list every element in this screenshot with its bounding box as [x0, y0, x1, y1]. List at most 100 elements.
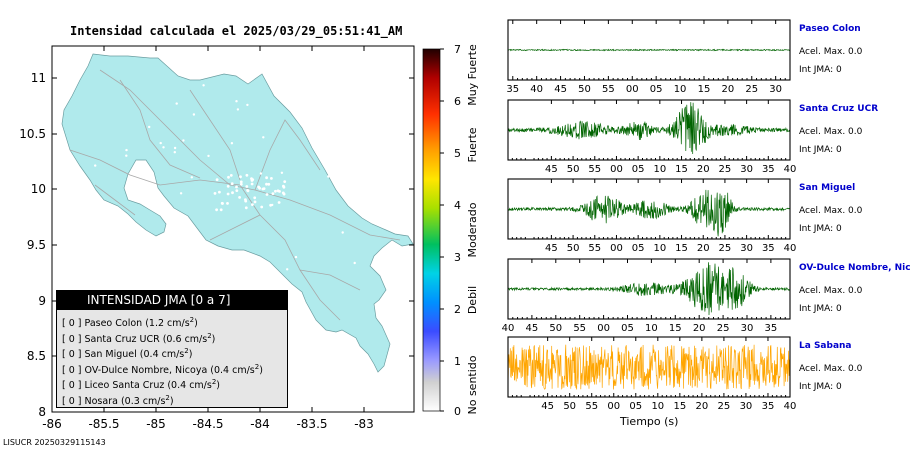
- seismogram-tick-label: 10: [651, 401, 664, 412]
- map-y-tick-label: 9.5: [27, 238, 46, 252]
- town-dot: [246, 103, 249, 107]
- map-x-axis: -86 -85.5 -85 -84.5 -84 -83.5 -83: [42, 46, 374, 430]
- town-dot: [215, 208, 219, 212]
- seismogram-tick-label: 40: [784, 243, 797, 254]
- road: [119, 79, 201, 179]
- road: [94, 184, 136, 216]
- seismogram-panels: 35 40 45 50 55 00 05 10 15 20 25 30 45 50 55 00 05 10 15 20…: [502, 19, 797, 412]
- seismogram-frame: [507, 19, 791, 81]
- station-jma-intensity: Int JMA: 0: [799, 65, 842, 75]
- town-dot: [120, 214, 123, 217]
- map-x-tick-label: -85: [146, 417, 166, 430]
- seismogram-tick-label: 30: [740, 401, 753, 412]
- seismogram-tick-label: 40: [784, 164, 797, 175]
- seismogram-tick-label: 10: [674, 84, 687, 95]
- seismogram-tick-label: 45: [545, 164, 558, 175]
- seismogram-tick-label: 25: [719, 164, 732, 175]
- seismogram-tick-label: 15: [675, 164, 688, 175]
- town-dot: [231, 191, 234, 195]
- town-dot: [265, 176, 268, 180]
- legend-item: [ 0 ] Nosara (0.3 cm/s2): [57, 391, 287, 407]
- town-dot: [175, 102, 178, 105]
- legend-item-close: ): [211, 333, 216, 345]
- seismogram-panel: 45 50 55 00 05 10 15 20 25 30 35 40: [507, 178, 797, 254]
- town-dot: [195, 76, 199, 80]
- seismogram-tick-label: 55: [602, 84, 615, 95]
- town-dot: [227, 175, 230, 179]
- seismogram-trace: [507, 102, 791, 155]
- town-dot: [250, 177, 253, 181]
- town-dot: [270, 177, 273, 180]
- road: [99, 69, 401, 241]
- seismogram-frame: [507, 99, 791, 161]
- town-dot: [274, 189, 277, 193]
- seismogram-tick-label: 55: [588, 243, 601, 254]
- seismogram-panel: 35 40 45 50 55 00 05 10 15 20 25 30: [506, 19, 791, 95]
- seismogram-tick-label: 15: [698, 84, 711, 95]
- seismogram-tick-label: 25: [719, 243, 732, 254]
- seismogram-tick-label: 10: [645, 323, 658, 334]
- town-dot: [253, 200, 257, 204]
- colorbar-tick-label: 3: [454, 251, 461, 264]
- colorbar-tick-label: 1: [454, 355, 461, 368]
- station-jma-intensity: Int JMA: 0: [799, 382, 842, 392]
- colorbar-level-label: Debil: [466, 286, 479, 314]
- town-dot: [226, 184, 230, 188]
- road: [69, 149, 241, 186]
- town-dot: [173, 146, 177, 150]
- seismogram-tick-label: 10: [653, 243, 666, 254]
- map-y-axis: 11 10.5 10 9.5 9 8.5 8: [19, 71, 414, 419]
- town-dot: [319, 115, 322, 118]
- town-dot: [229, 174, 233, 177]
- town-dot: [235, 189, 239, 193]
- station-name: OV-Dulce Nombre, Nicoya: [799, 263, 910, 273]
- town-dot: [230, 142, 234, 145]
- town-dot: [207, 70, 210, 74]
- map-y-tick-label: 10: [31, 182, 46, 196]
- town-dot: [282, 192, 286, 196]
- town-dot: [235, 185, 238, 189]
- map-x-tick-label: -85.5: [88, 417, 119, 430]
- station-max-accel: Acel. Max. 0.0: [799, 364, 863, 374]
- seismogram-tick-label: 35: [762, 164, 775, 175]
- town-dot: [374, 137, 377, 140]
- seismogram-trace: [507, 48, 791, 52]
- legend-item: [ 0 ] Paseo Colon (1.2 cm/s2): [57, 313, 287, 329]
- road: [239, 184, 341, 321]
- station-jma-intensity: Int JMA: 0: [799, 304, 842, 314]
- road-network: [69, 69, 401, 321]
- legend-item-unit-exponent: 2: [184, 347, 189, 355]
- town-dot: [262, 136, 265, 139]
- town-dot: [375, 108, 378, 111]
- time-axis-title: Tiempo (s): [620, 415, 679, 428]
- colorbar-tick-label: 5: [454, 147, 461, 160]
- seismogram-tick-label: 20: [721, 84, 734, 95]
- footer-id: LISUCR 20250329115143: [3, 438, 106, 447]
- town-dot: [371, 94, 375, 98]
- town-dot: [215, 178, 219, 182]
- road: [299, 269, 361, 291]
- legend-item-text: [ 0 ] Paseo Colon (1.2 cm/s: [62, 318, 190, 330]
- colorbar-gradient: [422, 48, 441, 412]
- seismogram-trace: [507, 262, 791, 316]
- seismogram-tick-label: 00: [597, 323, 610, 334]
- town-dot: [265, 182, 268, 186]
- seismogram-tick-label: 00: [610, 164, 623, 175]
- town-dot: [230, 182, 234, 186]
- legend-item: [ 0 ] Santa Cruz UCR (0.6 cm/s2): [57, 329, 287, 345]
- town-dot: [244, 206, 248, 210]
- seismogram-tick-label: 50: [549, 323, 562, 334]
- station-name: Santa Cruz UCR: [799, 104, 879, 114]
- town-dot: [235, 100, 238, 103]
- town-dot: [353, 261, 356, 265]
- seismogram-trace: [507, 344, 791, 390]
- legend-header: INTENSIDAD JMA [0 a 7]: [57, 291, 287, 310]
- town-dot: [239, 175, 242, 179]
- seismogram-tick-label: 25: [745, 84, 758, 95]
- town-dot: [244, 199, 248, 203]
- map-y-tick-label: 10.5: [19, 127, 46, 141]
- town-dot: [260, 205, 264, 209]
- colorbar-tick-label: 2: [454, 303, 461, 316]
- town-dot: [220, 201, 224, 205]
- station-jma-intensity: Int JMA: 0: [799, 224, 842, 234]
